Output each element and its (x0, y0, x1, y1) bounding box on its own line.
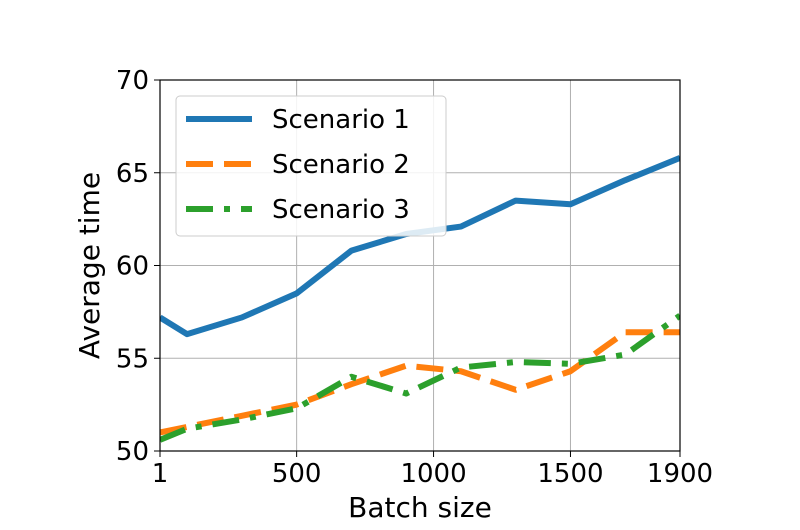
legend-label-3: Scenario 3 (272, 195, 410, 225)
y-tick-label: 50 (116, 437, 149, 467)
legend-box (175, 95, 447, 237)
y-tick-label: 65 (116, 159, 149, 189)
legend-label-1: Scenario 1 (272, 105, 410, 135)
legend: Scenario 1 Scenario 2 Scenario 3 (175, 95, 447, 237)
x-axis-ticks: 1 500 1000 1500 1900 (152, 451, 713, 489)
y-axis-ticks: 50 55 60 65 70 (116, 66, 160, 467)
y-tick-label: 55 (116, 344, 149, 374)
series-line-2 (160, 329, 680, 436)
x-tick-label: 1900 (647, 459, 713, 489)
y-axis-label: Average time (73, 172, 106, 359)
x-axis-label: Batch size (348, 491, 492, 524)
y-tick-label: 70 (116, 66, 149, 96)
x-tick-label: 500 (272, 459, 322, 489)
legend-label-2: Scenario 2 (272, 150, 410, 180)
y-tick-label: 60 (116, 252, 149, 282)
series-line-3 (160, 313, 680, 443)
x-tick-label: 1 (152, 459, 169, 489)
x-tick-label: 1500 (537, 459, 603, 489)
x-tick-label: 1000 (400, 459, 466, 489)
